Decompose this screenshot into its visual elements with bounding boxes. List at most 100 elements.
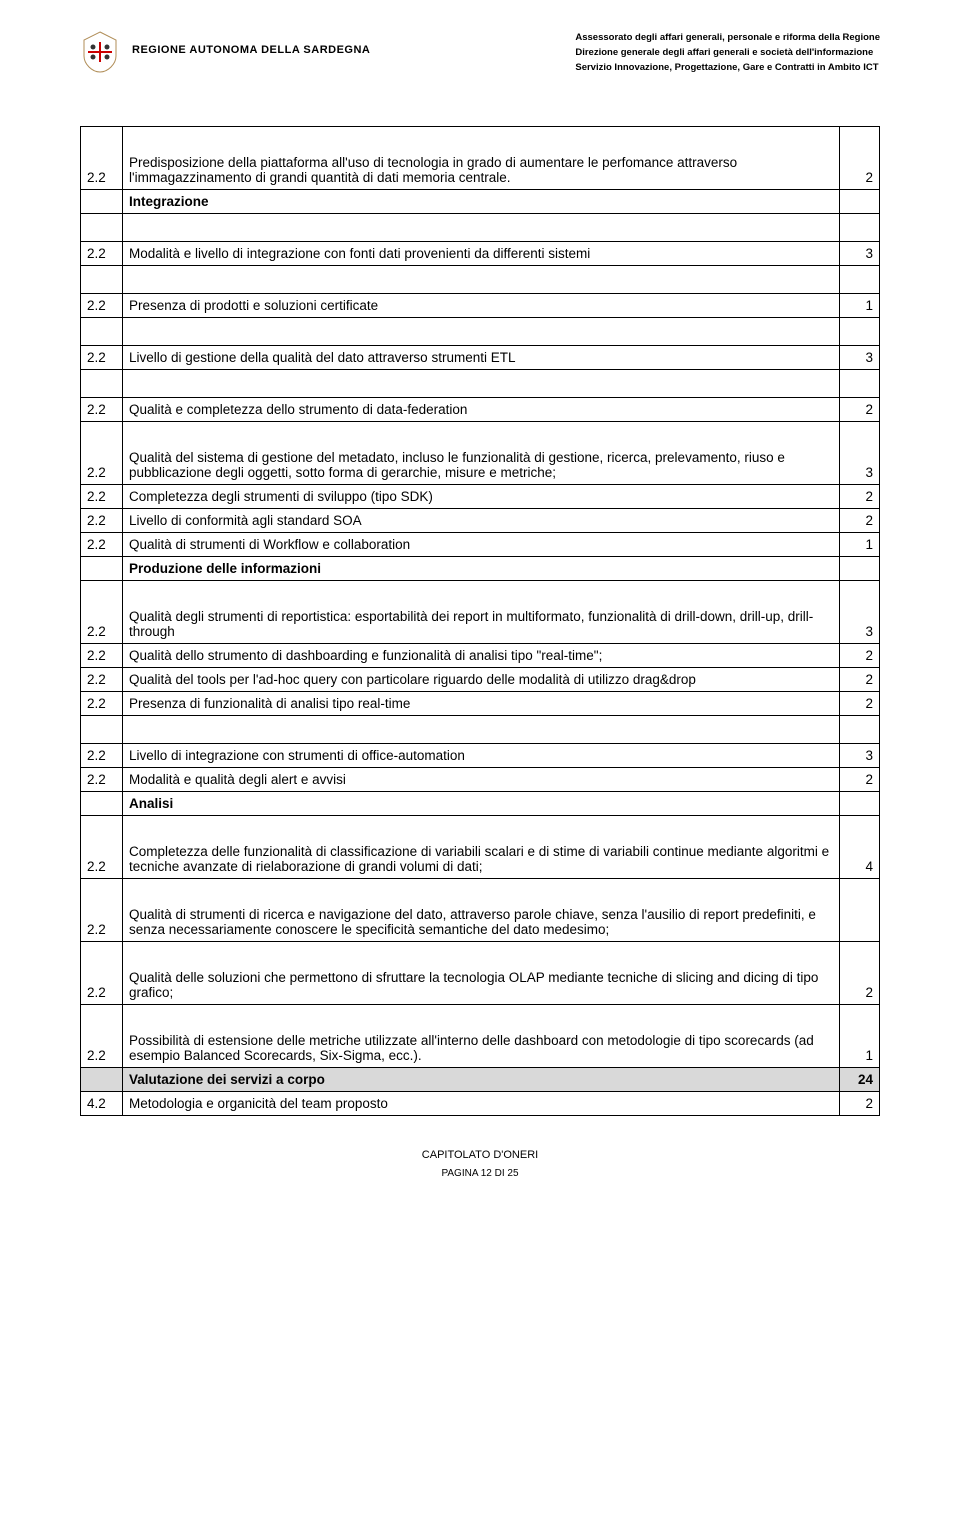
row-description: Modalità e livello di integrazione con f… xyxy=(123,241,840,265)
row-description: Livello di conformità agli standard SOA xyxy=(123,508,840,532)
row-score xyxy=(840,791,880,815)
table-row: 2.2Livello di conformità agli standard S… xyxy=(81,508,880,532)
row-description: Presenza di funzionalità di analisi tipo… xyxy=(123,691,840,715)
row-score: 2 xyxy=(840,126,880,189)
table-spacer-row xyxy=(81,213,880,241)
row-score: 3 xyxy=(840,743,880,767)
row-id: 2.2 xyxy=(81,508,123,532)
row-description: Analisi xyxy=(123,791,840,815)
row-score: 3 xyxy=(840,421,880,484)
page-sep: DI xyxy=(492,1168,508,1179)
row-description: Livello di gestione della qualità del da… xyxy=(123,345,840,369)
row-score: 3 xyxy=(840,241,880,265)
row-description: Completezza degli strumenti di sviluppo … xyxy=(123,484,840,508)
row-id: 2.2 xyxy=(81,421,123,484)
table-row: 2.2Qualità del tools per l'ad-hoc query … xyxy=(81,667,880,691)
row-description: Qualità degli strumenti di reportistica:… xyxy=(123,580,840,643)
row-id xyxy=(81,1067,123,1091)
page-prefix: PAGINA xyxy=(441,1168,480,1179)
row-score xyxy=(840,878,880,941)
row-id: 2.2 xyxy=(81,397,123,421)
table-row: Analisi xyxy=(81,791,880,815)
table-row: 2.2Modalità e livello di integrazione co… xyxy=(81,241,880,265)
row-id: 2.2 xyxy=(81,532,123,556)
row-id xyxy=(81,189,123,213)
row-description: Integrazione xyxy=(123,189,840,213)
row-id: 2.2 xyxy=(81,691,123,715)
row-id: 2.2 xyxy=(81,293,123,317)
table-row: 2.2Qualità delle soluzioni che permetton… xyxy=(81,941,880,1004)
region-name: REGIONE AUTONOMA DELLA SARDEGNA xyxy=(132,44,370,56)
row-score: 3 xyxy=(840,345,880,369)
page-current: 12 xyxy=(481,1168,492,1179)
row-score: 2 xyxy=(840,941,880,1004)
row-description: Completezza delle funzionalità di classi… xyxy=(123,815,840,878)
row-id: 2.2 xyxy=(81,667,123,691)
page-header: REGIONE AUTONOMA DELLA SARDEGNA Assessor… xyxy=(80,30,880,76)
table-row: Produzione delle informazioni xyxy=(81,556,880,580)
footer-pagination: PAGINA 12 DI 25 xyxy=(80,1165,880,1183)
row-score: 3 xyxy=(840,580,880,643)
row-id: 2.2 xyxy=(81,241,123,265)
row-description: Valutazione dei servizi a corpo xyxy=(123,1067,840,1091)
row-score: 2 xyxy=(840,667,880,691)
table-spacer-row xyxy=(81,369,880,397)
table-spacer-row xyxy=(81,265,880,293)
table-spacer-row xyxy=(81,317,880,345)
sardegna-logo-icon xyxy=(80,30,120,74)
row-description: Produzione delle informazioni xyxy=(123,556,840,580)
table-spacer-row xyxy=(81,715,880,743)
row-score: 4 xyxy=(840,815,880,878)
table-row: 2.2Qualità degli strumenti di reportisti… xyxy=(81,580,880,643)
row-description: Qualità di strumenti di ricerca e naviga… xyxy=(123,878,840,941)
row-score: 2 xyxy=(840,508,880,532)
header-department-info: Assessorato degli affari generali, perso… xyxy=(575,30,880,76)
header-line-1: Assessorato degli affari generali, perso… xyxy=(575,30,880,45)
criteria-table: 2.2Predisposizione della piattaforma all… xyxy=(80,126,880,1116)
table-row: 2.2Possibilità di estensione delle metri… xyxy=(81,1004,880,1067)
header-line-2: Direzione generale degli affari generali… xyxy=(575,45,880,60)
row-id: 2.2 xyxy=(81,743,123,767)
row-description: Metodologia e organicità del team propos… xyxy=(123,1091,840,1115)
table-row: 2.2Qualità e completezza dello strumento… xyxy=(81,397,880,421)
row-id: 2.2 xyxy=(81,345,123,369)
row-score: 1 xyxy=(840,532,880,556)
table-row: Valutazione dei servizi a corpo24 xyxy=(81,1067,880,1091)
row-score: 2 xyxy=(840,484,880,508)
table-row: 2.2Completezza delle funzionalità di cla… xyxy=(81,815,880,878)
row-description: Qualità di strumenti di Workflow e colla… xyxy=(123,532,840,556)
row-description: Livello di integrazione con strumenti di… xyxy=(123,743,840,767)
table-row: 2.2Qualità dello strumento di dashboardi… xyxy=(81,643,880,667)
row-id: 2.2 xyxy=(81,815,123,878)
row-score: 1 xyxy=(840,293,880,317)
footer-title: CAPITOLATO D'ONERI xyxy=(80,1146,880,1166)
row-id: 2.2 xyxy=(81,580,123,643)
table-row: 2.2Modalità e qualità degli alert e avvi… xyxy=(81,767,880,791)
table-row: Integrazione xyxy=(81,189,880,213)
row-description: Qualità delle soluzioni che permettono d… xyxy=(123,941,840,1004)
page-footer: CAPITOLATO D'ONERI PAGINA 12 DI 25 xyxy=(80,1146,880,1184)
row-score: 2 xyxy=(840,397,880,421)
table-row: 4.2Metodologia e organicità del team pro… xyxy=(81,1091,880,1115)
row-id xyxy=(81,791,123,815)
row-score: 2 xyxy=(840,643,880,667)
row-description: Qualità e completezza dello strumento di… xyxy=(123,397,840,421)
table-row: 2.2Qualità del sistema di gestione del m… xyxy=(81,421,880,484)
page-total: 25 xyxy=(507,1168,518,1179)
table-row: 2.2Presenza di funzionalità di analisi t… xyxy=(81,691,880,715)
row-id: 2.2 xyxy=(81,643,123,667)
row-score: 2 xyxy=(840,1091,880,1115)
row-score: 24 xyxy=(840,1067,880,1091)
table-row: 2.2Presenza di prodotti e soluzioni cert… xyxy=(81,293,880,317)
row-score xyxy=(840,189,880,213)
row-id: 2.2 xyxy=(81,484,123,508)
row-description: Qualità del sistema di gestione del meta… xyxy=(123,421,840,484)
table-row: 2.2Completezza degli strumenti di svilup… xyxy=(81,484,880,508)
row-description: Presenza di prodotti e soluzioni certifi… xyxy=(123,293,840,317)
table-row: 2.2Qualità di strumenti di ricerca e nav… xyxy=(81,878,880,941)
header-line-3: Servizio Innovazione, Progettazione, Gar… xyxy=(575,60,880,75)
table-row: 2.2Predisposizione della piattaforma all… xyxy=(81,126,880,189)
row-description: Possibilità di estensione delle metriche… xyxy=(123,1004,840,1067)
row-description: Modalità e qualità degli alert e avvisi xyxy=(123,767,840,791)
row-id: 2.2 xyxy=(81,1004,123,1067)
